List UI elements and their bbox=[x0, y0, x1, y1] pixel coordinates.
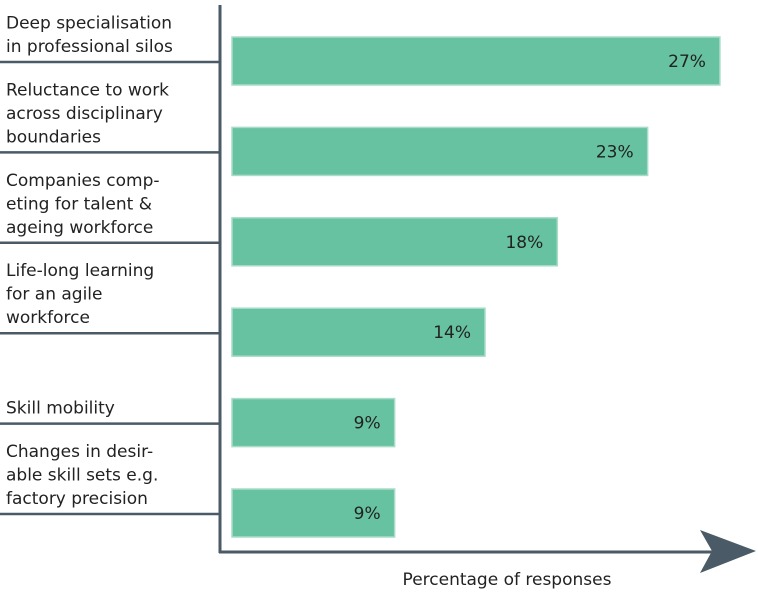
bar bbox=[231, 217, 559, 267]
axis-arrow bbox=[700, 530, 756, 573]
category-label: factory precision bbox=[6, 489, 148, 509]
category-label: Companies comp- bbox=[6, 171, 160, 191]
category-label: boundaries bbox=[6, 127, 101, 147]
category-label: in professional silos bbox=[6, 37, 173, 57]
bar bbox=[231, 36, 721, 86]
value-label: 23% bbox=[596, 142, 634, 162]
x-axis-label: Percentage of responses bbox=[403, 570, 612, 590]
value-label: 27% bbox=[668, 52, 706, 72]
category-label: able skill sets e.g. bbox=[6, 466, 158, 486]
category-label: Deep specialisation bbox=[6, 14, 172, 34]
value-label: 18% bbox=[505, 233, 543, 253]
value-label: 9% bbox=[354, 504, 381, 524]
category-label: Skill mobility bbox=[6, 399, 115, 419]
bar bbox=[231, 488, 396, 538]
category-label: Changes in desir- bbox=[6, 442, 153, 462]
category-label: Life-long learning bbox=[6, 261, 154, 281]
category-label: Reluctance to work bbox=[6, 80, 169, 100]
category-label: across disciplinary bbox=[6, 104, 163, 124]
category-label: ageing workforce bbox=[6, 218, 153, 238]
category-label: for an agile bbox=[6, 285, 103, 305]
bar bbox=[231, 126, 649, 177]
bar bbox=[231, 307, 486, 357]
category-label: eting for talent & bbox=[6, 194, 152, 214]
bar bbox=[231, 397, 396, 448]
value-label: 14% bbox=[433, 323, 471, 343]
category-label: workforce bbox=[6, 308, 90, 328]
value-label: 9% bbox=[354, 414, 381, 434]
